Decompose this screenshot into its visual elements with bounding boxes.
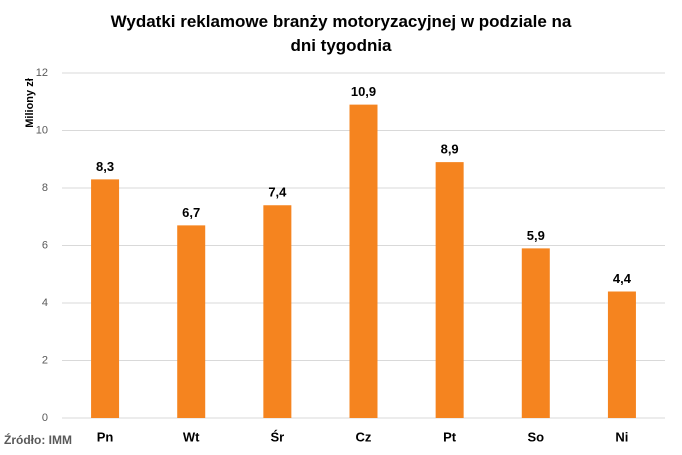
value-label: 6,7	[182, 205, 200, 220]
x-tick-label: Pt	[443, 429, 457, 444]
x-tick-label: Cz	[356, 429, 372, 444]
y-tick-label: 2	[42, 354, 48, 366]
bar	[349, 104, 378, 418]
x-tick-label: So	[527, 429, 544, 444]
bar	[177, 225, 206, 418]
x-tick-label: Pn	[97, 429, 114, 444]
value-label: 7,4	[268, 185, 287, 200]
y-tick-label: 0	[42, 412, 48, 424]
value-label: 10,9	[351, 84, 376, 99]
bar	[521, 248, 550, 418]
y-tick-label: 10	[36, 124, 48, 136]
bar	[263, 205, 292, 418]
y-tick-label: 8	[42, 182, 48, 194]
value-label: 4,4	[613, 271, 632, 286]
value-label: 8,3	[96, 159, 114, 174]
y-tick-label: 6	[42, 239, 48, 251]
y-tick-label: 12	[36, 67, 48, 79]
bar	[607, 291, 636, 418]
y-tick-label: 4	[42, 297, 48, 309]
x-tick-label: Śr	[270, 429, 284, 444]
y-axis-label: Miliony zł	[24, 78, 36, 128]
chart-title: Wydatki reklamowe branży motoryzacyjnej …	[110, 12, 572, 55]
value-label: 5,9	[527, 228, 545, 243]
x-tick-label: Ni	[615, 429, 628, 444]
source: Źródło: IMM	[4, 432, 72, 447]
x-tick-label: Wt	[183, 429, 200, 444]
value-label: 8,9	[441, 142, 459, 157]
bar	[435, 162, 464, 418]
bar	[91, 179, 120, 418]
